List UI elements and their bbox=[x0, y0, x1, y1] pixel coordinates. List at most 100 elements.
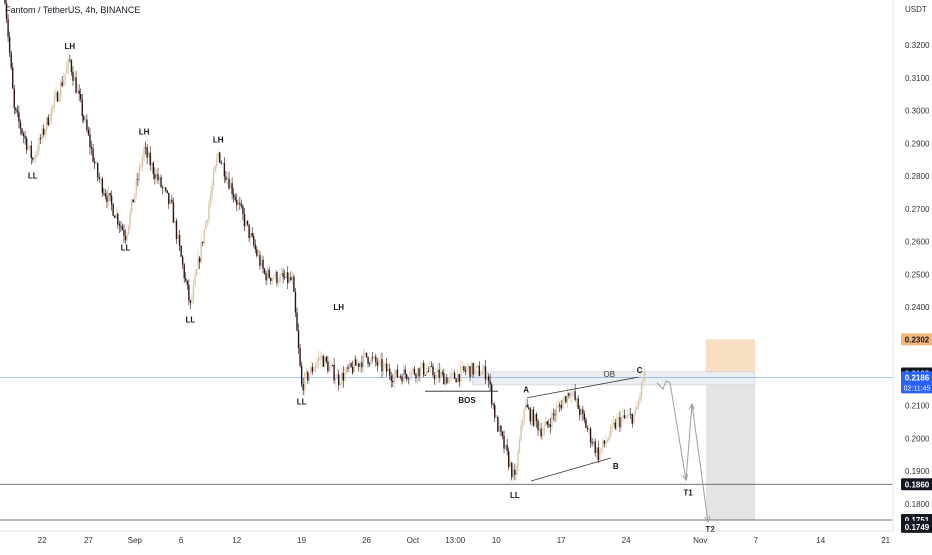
x-tick-label: 7 bbox=[754, 536, 759, 545]
candle-body bbox=[107, 192, 110, 203]
candle-body bbox=[163, 187, 165, 189]
x-tick-label: 12 bbox=[232, 536, 241, 545]
candle-body bbox=[183, 264, 185, 279]
candle-body bbox=[572, 391, 575, 393]
candle-body bbox=[637, 400, 640, 407]
candle-body bbox=[143, 147, 145, 158]
candle-body bbox=[483, 366, 485, 372]
current-price-tag-bg bbox=[901, 371, 932, 394]
candle-body bbox=[90, 147, 93, 149]
candle-body bbox=[545, 421, 547, 427]
candle-body bbox=[30, 145, 32, 158]
candle-body bbox=[249, 232, 252, 238]
order-block-label: OB bbox=[603, 370, 615, 379]
candle-body bbox=[532, 409, 535, 426]
candle-body bbox=[460, 366, 462, 382]
candle-body bbox=[191, 298, 193, 303]
candle-body bbox=[146, 147, 148, 158]
candle-body bbox=[220, 162, 222, 164]
candle-body bbox=[46, 117, 48, 130]
candle-body bbox=[288, 276, 290, 283]
zone-layer bbox=[0, 339, 893, 521]
candle-body bbox=[177, 234, 179, 239]
candle-body bbox=[186, 280, 189, 285]
x-tick-label: Nov bbox=[693, 536, 707, 545]
candle-body bbox=[461, 366, 464, 368]
candle-body bbox=[511, 462, 513, 478]
candle-body bbox=[600, 448, 603, 451]
candle-body bbox=[439, 372, 442, 378]
candle-body bbox=[268, 269, 270, 278]
y-tick-label: 0.2900 bbox=[905, 139, 930, 148]
candle-body bbox=[285, 272, 287, 279]
x-tick-label: 13:00 bbox=[445, 536, 466, 545]
candle-body bbox=[316, 361, 318, 366]
candle-body bbox=[537, 420, 539, 431]
candle-body bbox=[500, 425, 502, 432]
x-tick-label: 14 bbox=[816, 536, 825, 545]
candle-body bbox=[633, 414, 635, 424]
candle-body bbox=[551, 413, 553, 428]
stop-price-tag-bg bbox=[901, 333, 932, 346]
candle-body bbox=[358, 363, 360, 368]
candle-body bbox=[18, 112, 20, 122]
candle-body bbox=[421, 363, 423, 368]
candle-body bbox=[80, 93, 82, 100]
candle-body bbox=[546, 421, 548, 425]
candle-body bbox=[200, 241, 202, 263]
candle-body bbox=[617, 417, 620, 419]
candle-body bbox=[385, 363, 388, 372]
candle-body bbox=[239, 202, 241, 205]
candle-body bbox=[100, 178, 102, 180]
candle-body bbox=[470, 362, 473, 377]
pivot-label: LL bbox=[121, 243, 131, 252]
candle-body bbox=[161, 186, 164, 188]
candle-body bbox=[339, 384, 341, 386]
candle-body bbox=[236, 199, 238, 205]
candle-body bbox=[61, 82, 63, 86]
candle-body bbox=[324, 357, 326, 367]
candle-body bbox=[464, 370, 467, 372]
order-block-zone bbox=[472, 371, 756, 386]
candle-body bbox=[378, 359, 380, 366]
candle-body bbox=[123, 230, 125, 236]
candle-body bbox=[344, 372, 346, 381]
candle-body bbox=[231, 183, 233, 195]
pattern-point-c: C bbox=[637, 366, 643, 375]
candle-body bbox=[140, 166, 142, 168]
candle-body bbox=[314, 365, 317, 369]
candle-body bbox=[580, 409, 582, 416]
candle-body bbox=[97, 163, 99, 177]
candle-body bbox=[592, 441, 595, 444]
candle-body bbox=[160, 177, 162, 187]
candle-body bbox=[16, 110, 19, 113]
candle-body bbox=[506, 444, 508, 452]
y-tick-label: 0.2700 bbox=[905, 205, 930, 214]
channel-lower-line bbox=[530, 457, 611, 482]
candle-body bbox=[93, 161, 96, 164]
candle-body bbox=[514, 469, 516, 475]
candle-body bbox=[430, 366, 433, 367]
candle-body bbox=[294, 291, 297, 313]
candle-body bbox=[594, 441, 596, 454]
candle-body bbox=[599, 450, 601, 460]
candle-body bbox=[609, 425, 612, 437]
candle-body bbox=[435, 372, 437, 380]
candle-body bbox=[568, 392, 570, 396]
candle-body bbox=[152, 162, 155, 174]
candle-body bbox=[623, 415, 626, 418]
candle-body bbox=[158, 177, 161, 181]
pivot-label: LL bbox=[510, 491, 520, 500]
candle-body bbox=[223, 163, 226, 177]
candle-body bbox=[540, 428, 542, 437]
candle-body bbox=[118, 224, 121, 226]
candle-body bbox=[412, 368, 414, 372]
candle-body bbox=[262, 259, 264, 269]
candle-body bbox=[327, 361, 329, 372]
candle-body bbox=[574, 391, 576, 400]
candle-body bbox=[382, 365, 385, 372]
projection-arrow-t1 bbox=[669, 382, 687, 481]
candle-body bbox=[390, 375, 392, 381]
